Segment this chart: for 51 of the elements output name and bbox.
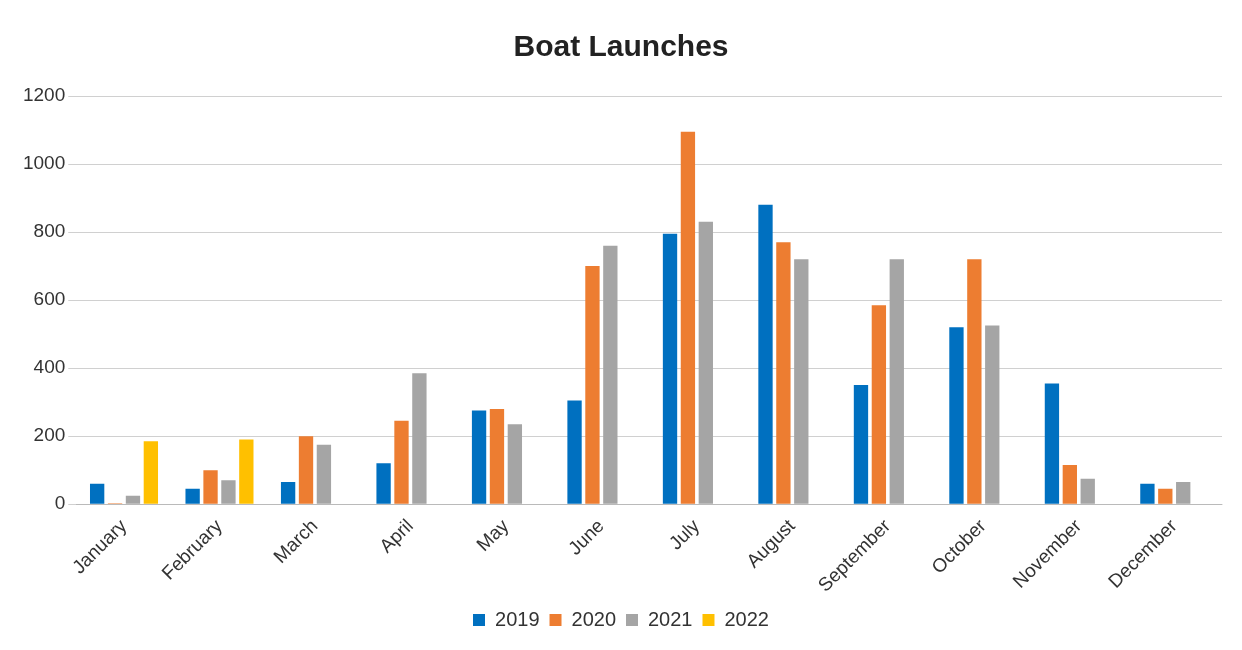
bar bbox=[662, 233, 678, 504]
y-tick-label: 600 bbox=[33, 288, 66, 310]
x-tick-label: May bbox=[472, 514, 513, 556]
bar bbox=[1176, 482, 1191, 504]
bar bbox=[967, 259, 982, 504]
bar bbox=[471, 410, 487, 504]
chart-title: Boat Launches bbox=[513, 29, 729, 63]
y-tick-label: 800 bbox=[33, 220, 66, 242]
bar bbox=[185, 488, 200, 504]
legend-label: 2019 bbox=[495, 607, 540, 630]
bar bbox=[889, 259, 904, 504]
bar bbox=[1044, 383, 1060, 504]
bar bbox=[412, 373, 427, 504]
bar bbox=[698, 221, 713, 504]
bar bbox=[376, 463, 391, 504]
bar bbox=[853, 385, 869, 504]
bar bbox=[871, 305, 887, 504]
bar bbox=[1140, 483, 1155, 504]
bar bbox=[203, 470, 218, 504]
bar bbox=[489, 408, 505, 504]
y-tick-label: 400 bbox=[33, 356, 66, 378]
y-tick-label: 0 bbox=[54, 492, 66, 514]
bar bbox=[776, 242, 791, 504]
bar bbox=[316, 444, 332, 504]
legend-label: 2020 bbox=[571, 607, 617, 630]
y-tick-label: 1000 bbox=[22, 152, 66, 174]
bar bbox=[125, 495, 141, 504]
bar bbox=[567, 400, 582, 504]
legend-label: 2021 bbox=[648, 607, 693, 630]
bar bbox=[680, 131, 696, 504]
bar bbox=[221, 480, 236, 504]
bar bbox=[794, 259, 809, 504]
bar bbox=[239, 439, 254, 504]
x-tick-label: July bbox=[664, 514, 704, 554]
bar bbox=[507, 424, 523, 504]
bar bbox=[603, 245, 618, 504]
bar bbox=[298, 436, 314, 504]
bar bbox=[585, 266, 600, 504]
y-tick-label: 200 bbox=[33, 424, 66, 446]
bar bbox=[1080, 478, 1095, 504]
bar bbox=[280, 482, 296, 504]
bar bbox=[1062, 465, 1077, 504]
bar bbox=[394, 420, 409, 504]
legend-label: 2022 bbox=[724, 607, 769, 630]
bar bbox=[758, 204, 773, 504]
y-tick-label: 1200 bbox=[22, 84, 66, 106]
bar bbox=[985, 325, 1000, 504]
bar bbox=[89, 483, 105, 504]
bar bbox=[143, 441, 159, 504]
bar bbox=[949, 327, 964, 504]
bar bbox=[1158, 488, 1173, 504]
